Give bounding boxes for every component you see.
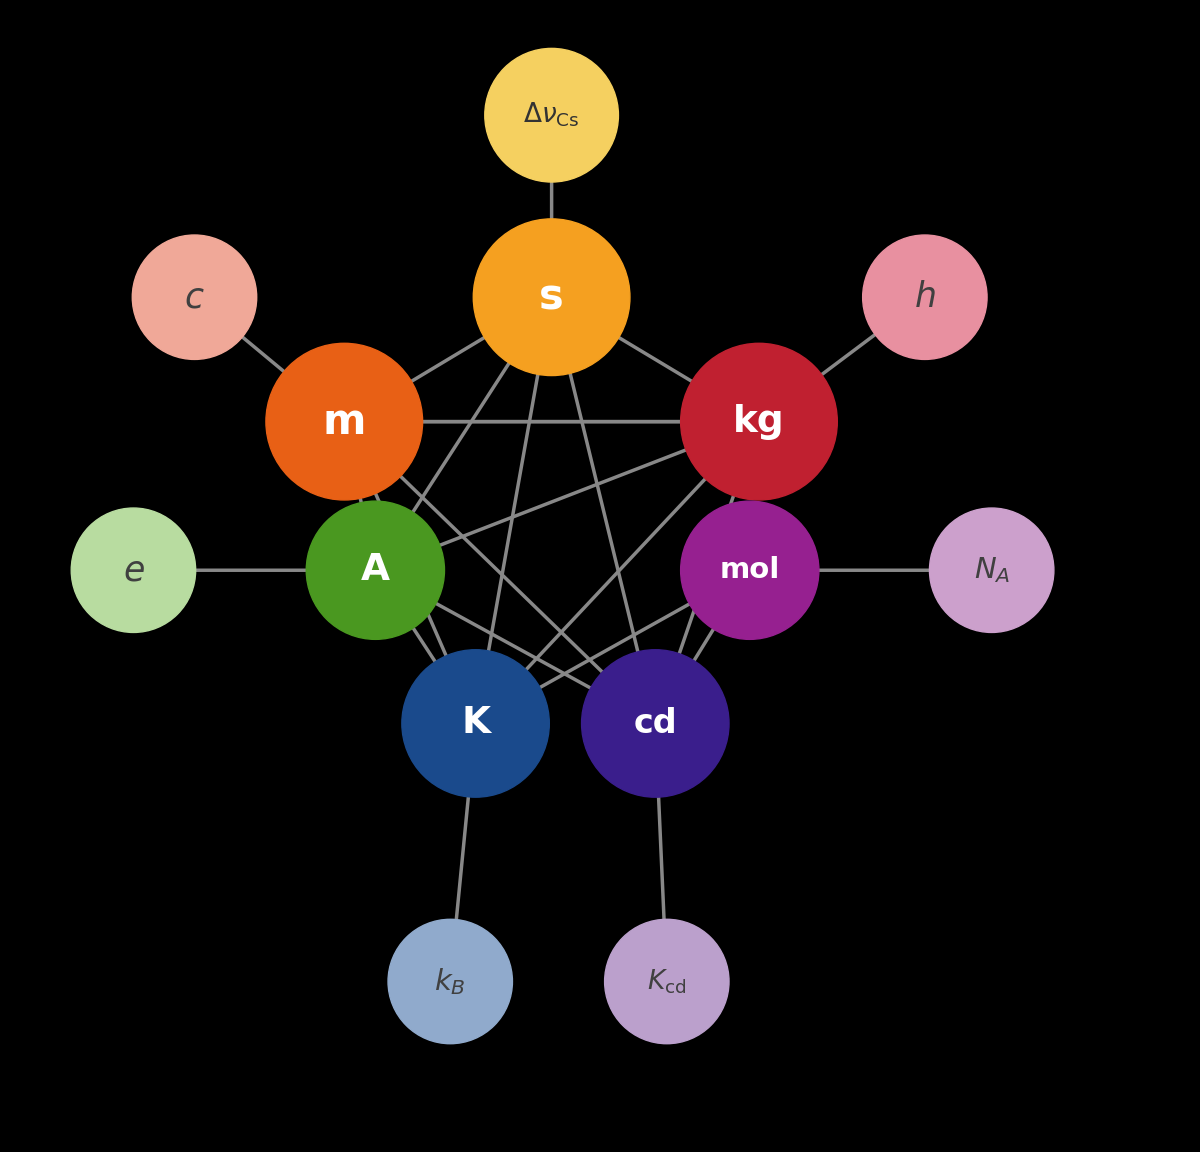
Text: m: m [323,401,366,442]
Text: mol: mol [720,556,780,584]
Circle shape [71,508,196,632]
Circle shape [582,650,730,797]
Circle shape [132,235,257,359]
Circle shape [863,235,988,359]
Text: K: K [461,705,490,742]
Circle shape [306,501,444,639]
Circle shape [930,508,1054,632]
Text: $K_{\mathrm{cd}}$: $K_{\mathrm{cd}}$ [647,968,686,995]
Circle shape [680,343,838,500]
Circle shape [402,650,550,797]
Circle shape [473,219,630,376]
Circle shape [680,501,818,639]
Text: $e$: $e$ [122,553,144,588]
Text: $N_A$: $N_A$ [973,555,1010,585]
Text: $h$: $h$ [914,280,936,314]
Circle shape [266,343,422,500]
Text: cd: cd [634,707,677,740]
Text: $c$: $c$ [184,280,205,314]
Text: $\Delta\nu_{\mathrm{Cs}}$: $\Delta\nu_{\mathrm{Cs}}$ [523,101,580,129]
Text: kg: kg [733,403,785,440]
Circle shape [485,48,618,182]
Text: $k_B$: $k_B$ [434,967,466,996]
Circle shape [388,919,512,1044]
Text: A: A [361,552,390,589]
Circle shape [605,919,730,1044]
Text: s: s [539,276,564,318]
